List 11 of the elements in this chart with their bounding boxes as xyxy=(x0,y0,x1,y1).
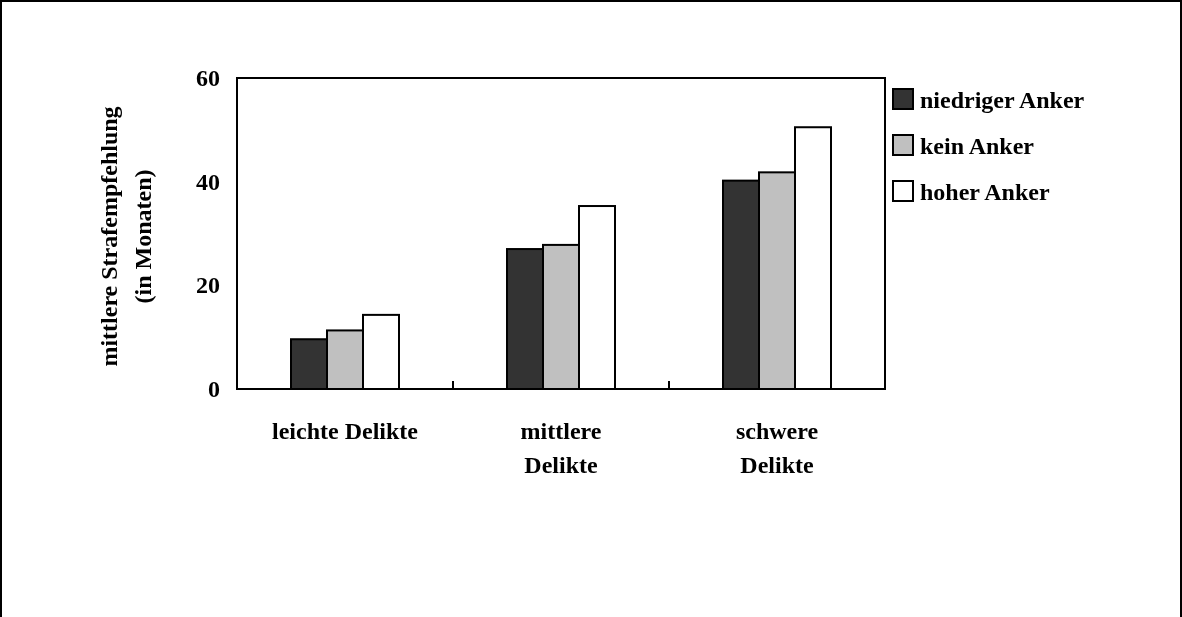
legend-label: kein Anker xyxy=(920,133,1035,159)
legend-label: niedriger Anker xyxy=(920,87,1085,113)
x-tick-label: schwere Delikte xyxy=(735,418,819,478)
y-tick-label: 40 xyxy=(196,168,220,195)
y-tick-label: 60 xyxy=(196,65,220,91)
y-tick-label: 0 xyxy=(208,376,220,402)
x-tick-label: leichte Delikte xyxy=(272,418,419,444)
y-tick-label: 20 xyxy=(196,272,220,299)
legend-label: hoher Anker xyxy=(920,179,1050,205)
x-tick-label: mittlere Delikte xyxy=(520,418,602,478)
y-axis-title: mittlere Strafempfehlung (in Monaten) xyxy=(96,106,156,367)
